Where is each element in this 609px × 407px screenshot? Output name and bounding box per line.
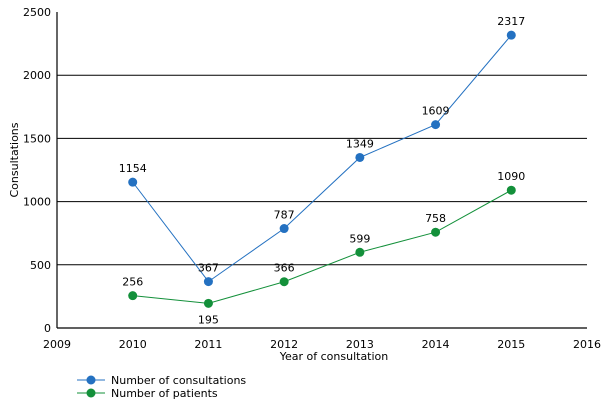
data-point: [128, 291, 138, 301]
data-point: [431, 120, 441, 130]
data-point: [506, 30, 516, 40]
data-label: 195: [198, 313, 219, 326]
x-tick-label: 2013: [346, 338, 374, 351]
data-label: 366: [274, 262, 295, 275]
y-axis-label: Consultations: [8, 122, 21, 197]
legend-item: Number of patients: [77, 387, 218, 400]
gridlines: [57, 74, 587, 266]
x-tick-label: 2009: [43, 338, 71, 351]
data-label: 1154: [119, 162, 147, 175]
data-label: 2317: [497, 15, 525, 28]
data-point: [279, 277, 289, 287]
x-tick-label: 2010: [119, 338, 147, 351]
legend-label: Number of consultations: [111, 374, 246, 387]
series-group: 1154 367 787 1349 1609 2317 256 195 366 599 758 109…: [119, 15, 526, 326]
x-tick-label: 2016: [573, 338, 601, 351]
axes: [56, 12, 587, 329]
series-line: [132, 189, 512, 304]
legend-item: Number of consultations: [77, 374, 246, 387]
data-point: [203, 298, 213, 308]
y-tick-label: 500: [30, 259, 51, 272]
data-point: [203, 277, 213, 287]
data-point: [279, 224, 289, 234]
y-tick-labels: 0 500 1000 1500 2000 2500: [23, 6, 51, 335]
y-tick-label: 0: [44, 322, 51, 335]
legend-swatch-marker: [86, 375, 96, 385]
x-tick-label: 2011: [194, 338, 222, 351]
x-tick-label: 2012: [270, 338, 298, 351]
x-tick-label: 2014: [422, 338, 450, 351]
data-label: 758: [425, 212, 446, 225]
data-point: [506, 185, 516, 195]
y-tick-label: 1500: [23, 132, 51, 145]
data-point: [355, 152, 365, 162]
series-consultations: 1154 367 787 1349 1609 2317: [119, 15, 525, 287]
y-tick-label: 1000: [23, 196, 51, 209]
data-point: [128, 177, 138, 187]
series-line: [132, 34, 512, 283]
data-point: [431, 227, 441, 237]
data-label: 1349: [346, 137, 374, 150]
data-label: 1090: [497, 170, 525, 183]
series-patients: 256 195 366 599 758 1090: [122, 170, 525, 326]
data-label: 256: [122, 276, 143, 289]
data-label: 787: [274, 209, 295, 222]
x-axis-label: Year of consultation: [279, 350, 389, 363]
y-tick-label: 2000: [23, 69, 51, 82]
legend-swatch-marker: [86, 388, 96, 398]
data-label: 367: [198, 262, 219, 275]
data-label: 1609: [422, 105, 450, 118]
y-tick-label: 2500: [23, 6, 51, 19]
data-point: [355, 247, 365, 257]
x-tick-label: 2015: [497, 338, 525, 351]
data-label: 599: [349, 232, 370, 245]
legend-label: Number of patients: [111, 387, 218, 400]
x-tick-labels: 2009 2010 2011 2012 2013 2014 2015 2016: [43, 338, 601, 351]
